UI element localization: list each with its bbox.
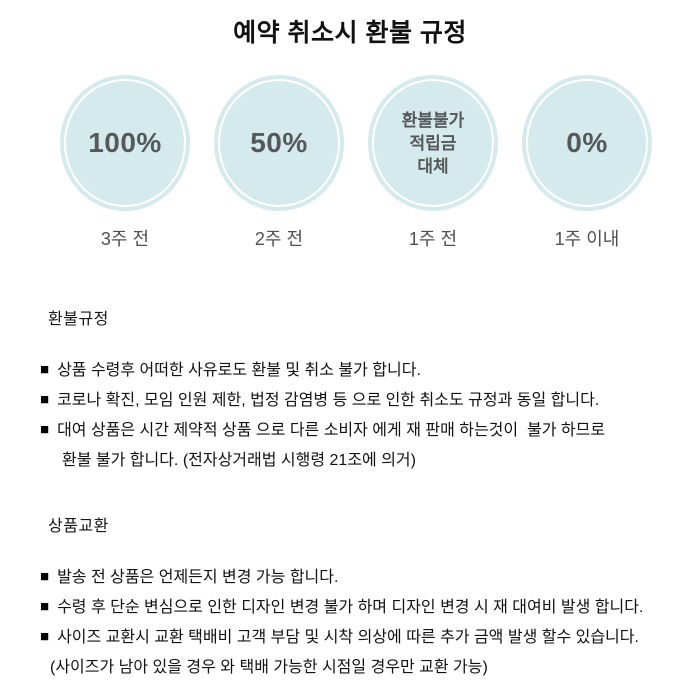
square-bullet-icon: ■ [40,568,50,585]
tier-label: 1주 이내 [554,229,620,249]
tier-value-line: 적립금 [409,133,457,153]
bullet-continuation-text: (사이즈가 남아 있을 경우 와 택배 가능한 시점일 경우만 교환 가능) [50,659,488,676]
square-bullet-icon: ■ [40,391,50,408]
section-heading-exchange: 상품교환 [48,518,109,535]
tier-value: 50% [250,127,308,158]
bullet-text: 수령 후 단순 변심으로 인한 디자인 변경 불가 하며 디자인 변경 시 재 … [57,599,644,616]
exchange-rules-section: 상품교환 ■ 발송 전 상품은 언제든지 변경 가능 합니다. ■ 수령 후 단순 … [0,512,700,683]
tier-circle-no-refund: 환불불가 적립금 대체 [368,75,498,211]
tier-1-week-before: 환불불가 적립금 대체 1주 전 [368,75,498,251]
tier-label: 1주 전 [408,229,458,249]
section-heading-refund: 환불규정 [48,311,109,328]
tier-circle-100: 100% [60,75,190,211]
refund-rules-section: 환불규정 ■ 상품 수령후 어떠한 사유로도 환불 및 취소 불가 합니다. ■ 코… [0,305,700,476]
tier-circle-50: 50% [214,75,344,211]
tier-2-weeks-before: 50% 2주 전 [214,75,344,251]
square-bullet-icon: ■ [40,421,50,438]
bullet-text: 발송 전 상품은 언제든지 변경 가능 합니다. [57,569,339,586]
refund-tier-row: 100% 3주 전 50% 2주 전 환불불가 적립금 대체 1주 전 0% 1… [0,75,700,251]
bullet-text: 상품 수령후 어떠한 사유로도 환불 및 취소 불가 합니다. [57,362,421,379]
square-bullet-icon: ■ [40,361,50,378]
tier-value: 100% [88,127,162,158]
tier-3-weeks-before: 100% 3주 전 [60,75,190,251]
bullet-item: ■ 수령 후 단순 변심으로 인한 디자인 변경 불가 하며 디자인 변경 시 재… [40,593,700,623]
bullet-item: ■ 발송 전 상품은 언제든지 변경 가능 합니다. [40,563,700,593]
tier-value-line: 대체 [417,156,449,176]
bullet-item: ■ 사이즈 교환시 교환 택배비 고객 부담 및 시착 의상에 따른 추가 금액 … [40,623,700,653]
square-bullet-icon: ■ [40,628,50,645]
bullet-text: 사이즈 교환시 교환 택배비 고객 부담 및 시착 의상에 따른 추가 금액 발… [57,629,639,646]
bullet-text: 대여 상품은 시간 제약적 상품 으로 다른 소비자 에게 재 판매 하는것이 … [57,422,606,439]
tier-value-line: 환불불가 [401,110,465,130]
policy-text-sections: 환불규정 ■ 상품 수령후 어떠한 사유로도 환불 및 취소 불가 합니다. ■ 코… [0,305,700,683]
bullet-continuation-text: 환불 불가 합니다. (전자상거래법 시행령 21조에 의거) [62,452,416,469]
page-title: 예약 취소시 환불 규정 [233,19,467,47]
bullet-item: ■ 대여 상품은 시간 제약적 상품 으로 다른 소비자 에게 재 판매 하는것이… [40,416,700,446]
tier-label: 2주 전 [254,229,304,249]
tier-circle-0: 0% [522,75,652,211]
bullet-item: ■ 코로나 확진, 모임 인원 제한, 법정 감염병 등 으로 인한 취소도 규정… [40,386,700,416]
square-bullet-icon: ■ [40,598,50,615]
bullet-text: 코로나 확진, 모임 인원 제한, 법정 감염병 등 으로 인한 취소도 규정과… [57,392,600,409]
tier-within-1-week: 0% 1주 이내 [522,75,652,251]
bullet-item: ■ 상품 수령후 어떠한 사유로도 환불 및 취소 불가 합니다. [40,356,700,386]
tier-label: 3주 전 [100,229,150,249]
tier-value: 0% [566,127,608,158]
